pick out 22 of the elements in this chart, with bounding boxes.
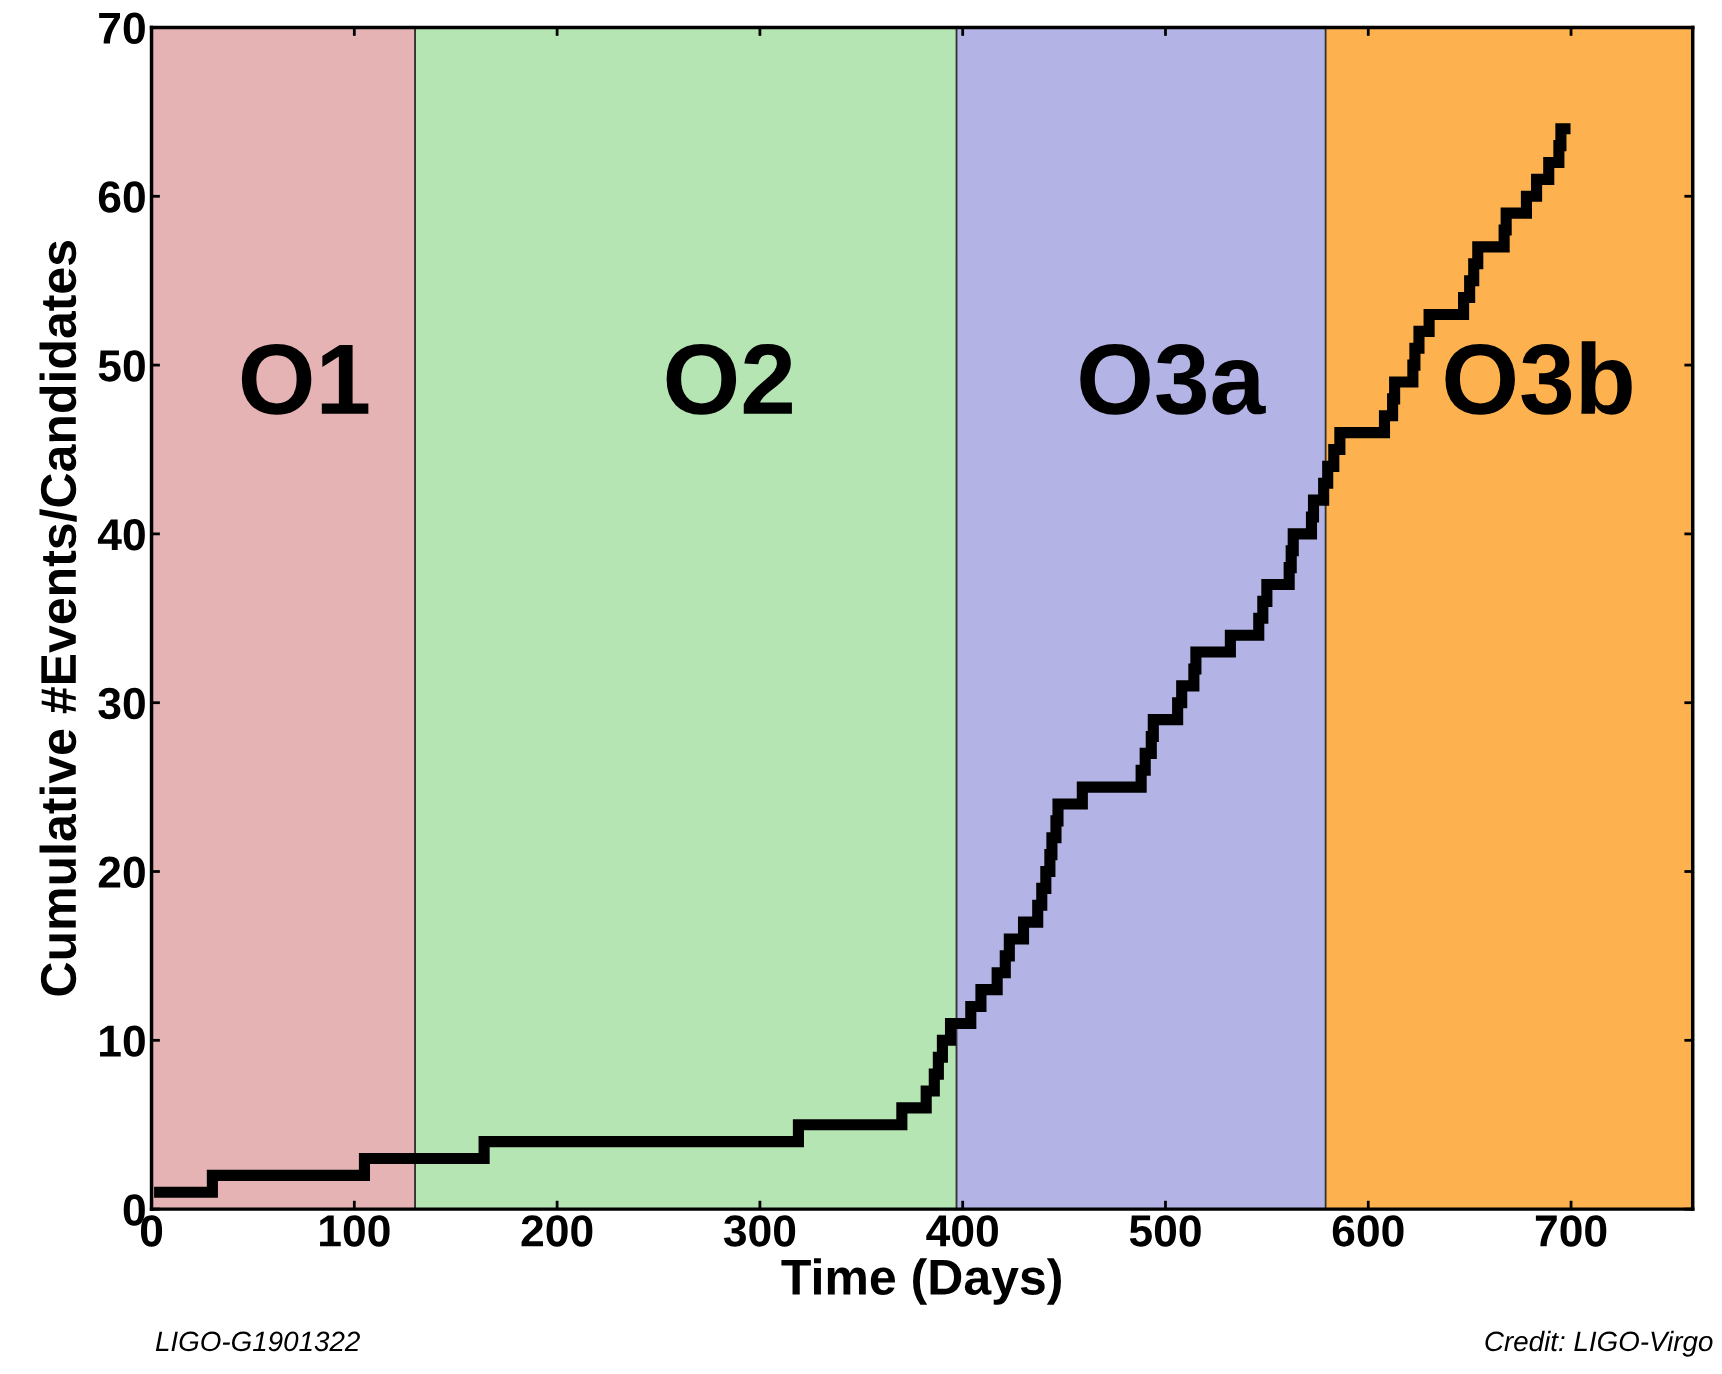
y-tick-label: 40 xyxy=(97,518,145,551)
band-label: O1 xyxy=(241,343,369,415)
x-tick-label: 100 xyxy=(320,1215,390,1247)
y-tick-label: 10 xyxy=(100,1025,145,1057)
text: LIGO-G1901322 xyxy=(155,1331,360,1352)
x-tick-label: 200 xyxy=(521,1215,593,1247)
y-tick-label: 30 xyxy=(98,687,145,720)
x-tick-label: 600 xyxy=(1332,1215,1404,1247)
y-tick-label: 20 xyxy=(98,856,145,889)
y-axis-title: Cumulative #Events/Candidates xyxy=(39,241,77,996)
x-tick-label: 300 xyxy=(723,1215,796,1247)
x-axis-title: Time (Days) xyxy=(781,1258,1061,1305)
y-tick-label: 70 xyxy=(99,12,145,45)
band-label: O3a xyxy=(1080,343,1266,415)
band-label: O3b xyxy=(1445,341,1632,415)
y-tick-label: 60 xyxy=(98,181,145,213)
x-tick-label: 700 xyxy=(1535,1215,1607,1247)
x-tick-label: 400 xyxy=(926,1215,998,1247)
band-label: O2 xyxy=(666,343,792,415)
x-tick-label: 500 xyxy=(1129,1215,1201,1247)
y-tick-label: 50 xyxy=(98,350,145,382)
text: Credit: LIGO-Virgo xyxy=(1485,1330,1713,1357)
